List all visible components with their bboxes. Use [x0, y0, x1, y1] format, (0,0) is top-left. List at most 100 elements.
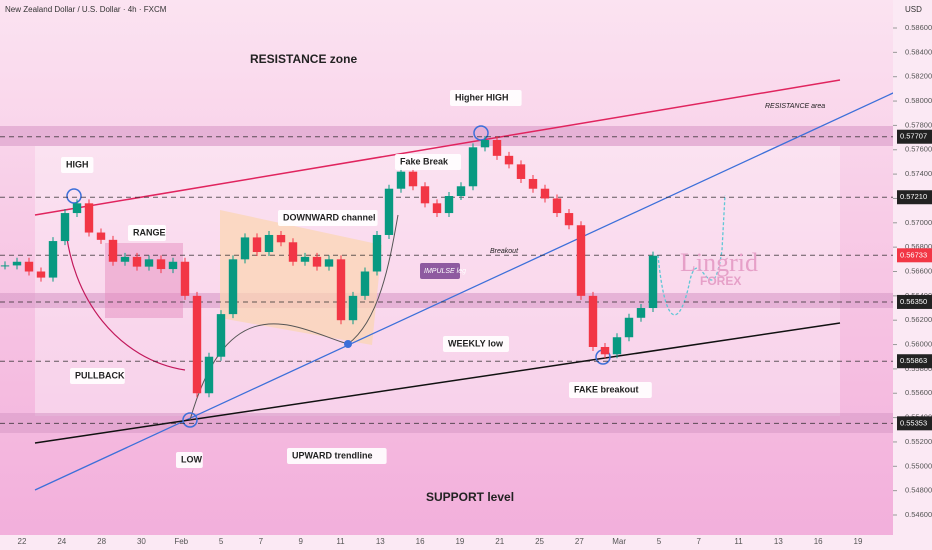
marker	[182, 412, 198, 428]
support-band	[0, 413, 893, 433]
price-label-box	[897, 190, 932, 205]
time-axis	[0, 535, 932, 550]
candle	[468, 147, 478, 187]
candle	[132, 256, 142, 267]
x-tick-label: 13	[376, 537, 385, 546]
x-tick-label: 7	[259, 537, 264, 546]
y-tick-label: 0.55600	[905, 388, 932, 397]
annotation-box	[278, 210, 378, 226]
y-tick-label: 0.57800	[905, 120, 932, 129]
currency: USD	[905, 5, 922, 14]
y-tick-label: 0.55000	[905, 461, 932, 470]
candle	[408, 171, 418, 187]
x-tick-label: 25	[535, 537, 544, 546]
support-trendline	[34, 322, 841, 444]
candle	[360, 271, 370, 296]
candle	[108, 239, 118, 262]
x-tick-label: 22	[18, 537, 27, 546]
candle	[384, 188, 394, 235]
x-tick-label: 7	[697, 537, 702, 546]
candle	[276, 234, 286, 243]
annotation: Breakout	[490, 248, 519, 255]
annotation-box	[569, 382, 652, 398]
x-tick-label: 28	[97, 537, 106, 546]
projection-path	[657, 194, 726, 316]
price-label-box	[897, 416, 932, 431]
candle	[120, 256, 130, 262]
annotation: UPWARD trendline	[292, 450, 373, 460]
annotation: RANGE	[133, 227, 166, 237]
price-label-box	[897, 294, 932, 309]
y-tick-label: 0.56600	[905, 266, 932, 275]
price-label: 0.57210	[900, 192, 927, 201]
candle	[24, 261, 34, 272]
resistance-band	[0, 126, 893, 146]
annotation: FAKE breakout	[574, 384, 639, 394]
x-tick-label: 27	[575, 537, 584, 546]
candle	[96, 232, 106, 240]
candle	[432, 203, 442, 214]
x-tick-label: 11	[336, 537, 345, 546]
candle	[420, 186, 430, 204]
candle	[144, 259, 154, 267]
annotation: DOWNWARD channel	[283, 212, 376, 222]
y-tick-label: 0.56000	[905, 340, 932, 349]
candle	[324, 259, 334, 267]
annotation: FOREX	[700, 274, 741, 288]
candle	[252, 237, 262, 253]
annotation-box	[61, 157, 94, 173]
candle	[612, 337, 622, 355]
price-label: 0.57707	[900, 132, 927, 141]
y-tick-label: 0.58400	[905, 47, 932, 56]
candle	[372, 234, 382, 272]
candle	[228, 259, 238, 315]
annotation: RESISTANCE area	[765, 103, 825, 110]
x-tick-label: Mar	[612, 537, 626, 546]
marker	[344, 340, 352, 348]
annotation: IMPULSE leg	[424, 268, 466, 275]
annotation: Fake Break	[400, 156, 449, 166]
y-tick-label: 0.54600	[905, 510, 932, 519]
annotation-box	[450, 90, 522, 106]
candle	[636, 308, 646, 318]
price-label: 0.56733	[900, 250, 927, 259]
candle	[156, 259, 166, 270]
x-tick-label: 16	[416, 537, 425, 546]
price-label-box	[897, 354, 932, 369]
candle	[396, 171, 406, 189]
candle	[564, 213, 574, 226]
annotation-box	[176, 452, 203, 468]
price-label: 0.55863	[900, 356, 927, 365]
x-tick-label: 19	[854, 537, 863, 546]
y-tick-label: 0.55800	[905, 364, 932, 373]
candle	[192, 295, 202, 394]
candle	[288, 242, 298, 262]
y-tick-label: 0.57400	[905, 169, 932, 178]
candle	[648, 255, 658, 309]
y-tick-label: 0.54800	[905, 486, 932, 495]
x-tick-label: 19	[455, 537, 464, 546]
annotation-box	[70, 368, 125, 384]
x-tick-label: 21	[495, 537, 504, 546]
resistance-trendline	[34, 79, 841, 216]
price-label-box	[897, 129, 932, 144]
candle	[576, 225, 586, 296]
price-label: 0.55353	[900, 418, 927, 427]
x-tick-label: 13	[774, 537, 783, 546]
candle	[528, 178, 538, 189]
candle	[552, 198, 562, 214]
candle	[60, 213, 70, 242]
impulse-curve	[189, 214, 399, 421]
chart-title: New Zealand Dollar / U.S. Dollar · 4h · …	[5, 5, 167, 14]
candle	[48, 241, 58, 278]
annotation: WEEKLY low	[448, 338, 504, 348]
annotation-box	[287, 448, 387, 464]
candle	[348, 295, 358, 321]
annotation: SUPPORT level	[426, 490, 514, 504]
marker	[473, 125, 489, 141]
x-tick-label: 5	[219, 537, 224, 546]
candle	[504, 155, 514, 165]
marker	[66, 188, 82, 204]
candle	[540, 188, 550, 199]
price-axis	[893, 0, 932, 535]
